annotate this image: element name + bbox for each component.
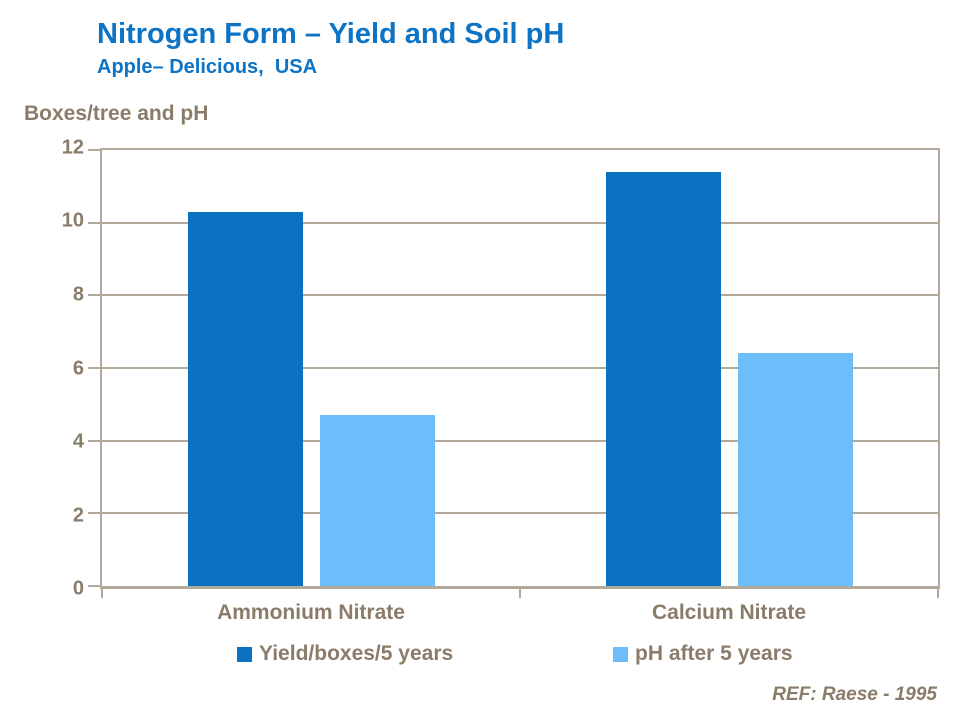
bar [319,415,435,586]
y-tick-label: 10 [61,209,84,232]
legend-item-yield: Yield/boxes/5 years [237,642,453,666]
gridline [102,221,938,224]
legend-label-yield: Yield/boxes/5 years [259,642,454,665]
x-category-labels: Ammonium Nitrate Calcium Nitrate [102,601,938,625]
y-tick-label: 12 [61,136,84,159]
plot-area [88,148,940,598]
y-tick-mark [88,512,100,515]
bar [605,171,721,586]
y-axis-title: Boxes/tree and pH [24,102,209,125]
y-tick-label: 4 [72,430,84,453]
slide-title: Nitrogen Form – Yield and Soil pH [97,18,565,50]
legend-item-ph: pH after 5 years [613,642,793,666]
y-axis-labels: 0 2 4 6 8 10 12 [20,137,84,600]
legend-swatch-yield-icon [237,646,252,662]
category-label-calcium-nitrate: Calcium Nitrate [651,601,807,624]
y-tick-mark [88,367,100,369]
x-tick-mark [937,589,939,598]
y-tick-mark [88,294,100,297]
x-tick-mark [101,589,103,598]
legend-swatch-ph-icon [613,646,628,662]
gridline [102,439,938,442]
bar [187,211,303,586]
gridline [102,294,938,297]
bar [737,353,853,586]
y-tick-mark [88,221,100,224]
y-tick-mark [88,585,100,587]
bar-group [102,150,520,586]
y-tick-label: 6 [72,357,84,379]
y-tick-mark [88,149,100,151]
gridline [102,367,938,369]
y-tick-label: 0 [72,577,84,600]
category-label-ammonium-nitrate: Ammonium Nitrate [217,601,405,624]
y-tick-label: 2 [72,504,84,526]
y-tick-mark [88,439,100,442]
slide-subtitle: Apple– Delicious, USA [97,56,318,78]
legend-label-ph: pH after 5 years [635,642,793,665]
y-tick-label: 8 [72,283,84,306]
gridline [102,512,938,515]
reference-note: REF: Raese - 1995 [772,684,937,705]
x-tick-mark [519,589,521,598]
bar-group [520,150,938,586]
